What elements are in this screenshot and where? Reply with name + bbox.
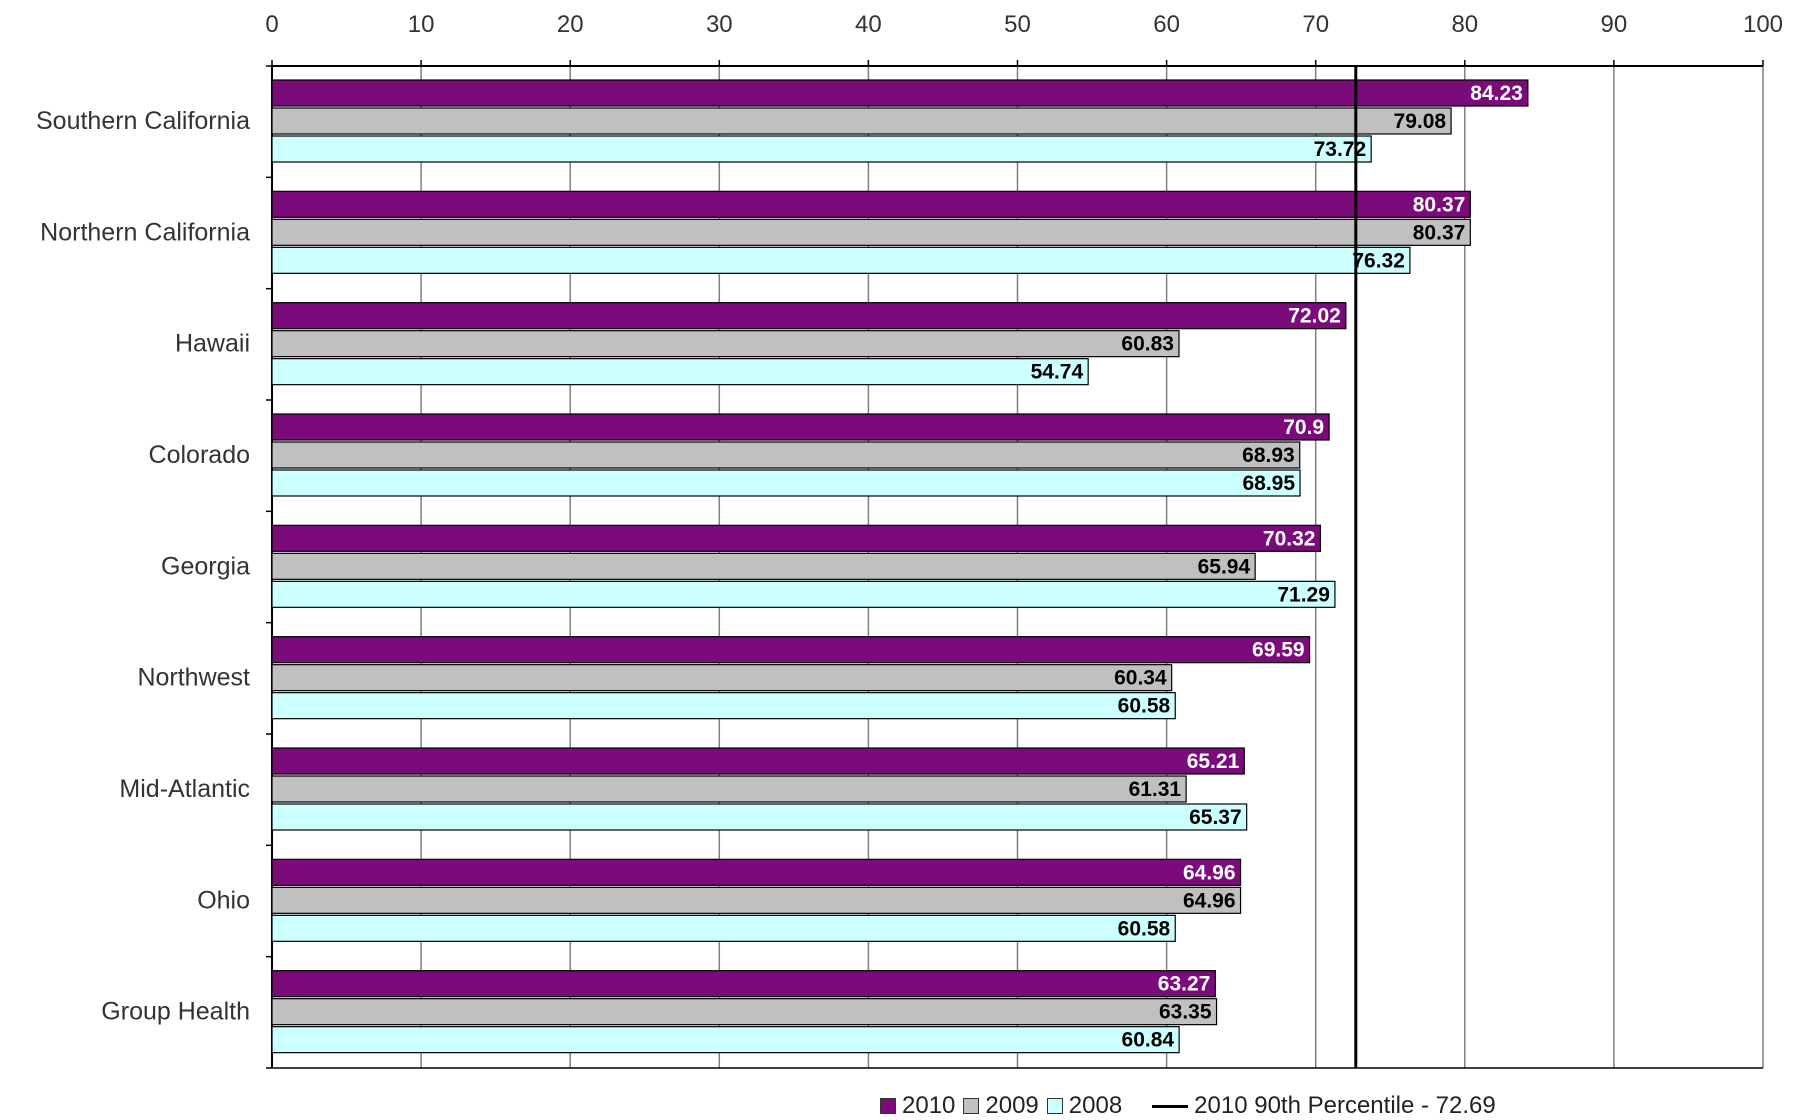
bar-2009 xyxy=(271,664,1173,692)
bar-2009 xyxy=(271,107,1452,135)
x-tick-label: 0 xyxy=(265,11,278,38)
category-label: Ohio xyxy=(197,886,250,914)
legend-label-percentile: 2010 90th Percentile - 72.69 xyxy=(1194,1092,1496,1119)
bar-2010 xyxy=(271,413,1330,441)
legend-item-2010: 2010 xyxy=(880,1092,955,1120)
data-label: 60.58 xyxy=(1118,917,1171,940)
data-label: 72.02 xyxy=(1288,305,1341,328)
x-tick-label: 50 xyxy=(1004,11,1031,38)
category-label: Northern California xyxy=(40,218,250,246)
bar-2008 xyxy=(271,580,1336,608)
data-label: 84.23 xyxy=(1470,82,1523,105)
bar-2010 xyxy=(271,524,1322,552)
bar-2010 xyxy=(271,190,1471,218)
bar-2008 xyxy=(271,358,1089,386)
chart-legend: 2010 2009 2008 2010 90th Percentile - 72… xyxy=(880,1092,1496,1120)
bar-2008 xyxy=(271,692,1176,720)
bar-2010 xyxy=(271,636,1311,664)
data-label: 60.83 xyxy=(1121,333,1174,356)
legend-item-percentile: 2010 90th Percentile - 72.69 xyxy=(1130,1092,1496,1120)
data-label: 71.29 xyxy=(1277,583,1330,606)
x-tick-label: 70 xyxy=(1302,11,1329,38)
legend-item-2009: 2009 xyxy=(963,1092,1039,1120)
data-label: 76.32 xyxy=(1352,249,1405,272)
data-label: 54.74 xyxy=(1031,361,1084,384)
data-label: 65.21 xyxy=(1187,750,1240,773)
bar-2009 xyxy=(271,218,1471,246)
bar-2008 xyxy=(271,246,1411,274)
data-label: 65.37 xyxy=(1189,806,1242,829)
x-tick-label: 40 xyxy=(855,11,882,38)
data-label: 70.9 xyxy=(1283,416,1324,439)
bar-2008 xyxy=(271,803,1248,831)
bar-2010 xyxy=(271,970,1216,998)
data-label: 61.31 xyxy=(1129,778,1182,801)
bar-2010 xyxy=(271,79,1529,107)
data-label: 68.95 xyxy=(1242,472,1295,495)
data-label: 60.84 xyxy=(1122,1029,1175,1052)
data-label: 63.27 xyxy=(1158,973,1211,996)
bar-2008 xyxy=(271,469,1301,497)
bar-2010 xyxy=(271,302,1347,330)
bar-2010 xyxy=(271,747,1245,775)
data-label: 64.96 xyxy=(1183,889,1236,912)
category-label: Georgia xyxy=(161,552,250,580)
data-label: 64.96 xyxy=(1183,861,1236,884)
legend-label-2008: 2008 xyxy=(1068,1092,1123,1119)
legend-line-percentile xyxy=(1152,1104,1189,1108)
x-tick-label: 100 xyxy=(1743,11,1783,38)
category-label: Mid-Atlantic xyxy=(119,775,250,803)
x-tick-label: 80 xyxy=(1451,11,1478,38)
legend-label-2009: 2009 xyxy=(985,1092,1039,1119)
x-tick-label: 20 xyxy=(557,11,584,38)
x-tick-label: 90 xyxy=(1601,11,1628,38)
category-label: Hawaii xyxy=(175,330,250,358)
bar-2008 xyxy=(271,135,1372,163)
x-tick-label: 60 xyxy=(1153,11,1180,38)
bar-2009 xyxy=(271,330,1180,358)
x-tick-label: 10 xyxy=(408,11,435,38)
category-label: Northwest xyxy=(137,664,250,692)
legend-swatch-2008 xyxy=(1046,1098,1063,1114)
bar-2009 xyxy=(271,552,1256,580)
bar-2010 xyxy=(271,858,1242,886)
data-label: 69.59 xyxy=(1252,639,1305,662)
data-label: 65.94 xyxy=(1198,555,1251,578)
data-label: 60.34 xyxy=(1114,667,1167,690)
data-label: 80.37 xyxy=(1413,221,1466,244)
data-label: 79.08 xyxy=(1394,110,1447,133)
category-label: Group Health xyxy=(101,998,250,1026)
data-label: 68.93 xyxy=(1242,444,1295,467)
bar-2008 xyxy=(271,1026,1180,1054)
x-tick-label: 30 xyxy=(706,11,733,38)
legend-swatch-2009 xyxy=(963,1098,980,1114)
bar-2008 xyxy=(271,914,1176,942)
category-label: Southern California xyxy=(36,107,250,135)
legend-label-2010: 2010 xyxy=(902,1092,956,1119)
legend-item-2008: 2008 xyxy=(1046,1092,1123,1120)
data-label: 73.72 xyxy=(1314,138,1367,161)
bar-2009 xyxy=(271,775,1187,803)
data-label: 70.32 xyxy=(1263,527,1316,550)
category-label: Colorado xyxy=(149,441,250,469)
bar-2009 xyxy=(271,441,1301,469)
bar-2009 xyxy=(271,886,1242,914)
legend-swatch-2010 xyxy=(880,1098,896,1114)
bar-2009 xyxy=(271,998,1218,1026)
data-label: 60.58 xyxy=(1118,695,1171,718)
data-label: 80.37 xyxy=(1413,193,1466,216)
data-label: 63.35 xyxy=(1159,1001,1212,1024)
